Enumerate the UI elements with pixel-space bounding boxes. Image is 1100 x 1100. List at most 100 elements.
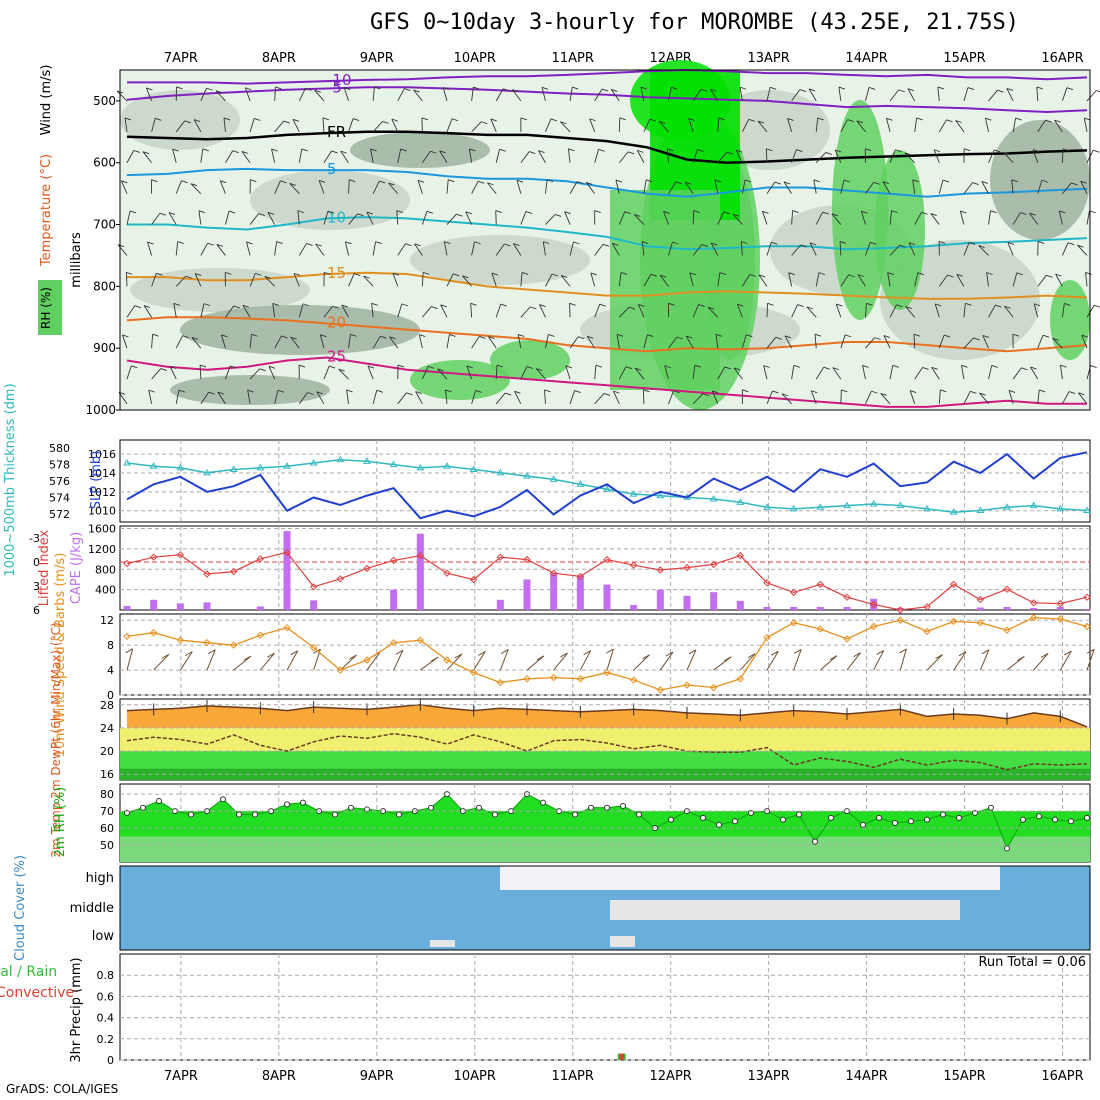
wind-barb [664, 365, 671, 369]
wind-barb [230, 365, 237, 369]
wind-barb [536, 368, 543, 371]
wind-barb [988, 89, 998, 102]
wind-barb [860, 211, 866, 225]
wind-barb [1007, 242, 1015, 245]
wind-barb [143, 305, 151, 308]
wind-barb [536, 655, 545, 661]
wind-barb [198, 210, 206, 214]
y-tick-label: 700 [93, 218, 116, 232]
wind-barb [259, 368, 266, 372]
wind-barb [289, 182, 296, 186]
wind-barb [1011, 179, 1014, 194]
wind-barb [446, 179, 449, 194]
wind-barb [840, 334, 846, 349]
wind-barb [618, 306, 630, 318]
wind-barb [823, 366, 830, 370]
wind-barb [595, 364, 603, 368]
wind-barb [710, 88, 717, 92]
axis-label: 2m RH (%) [53, 787, 68, 858]
wind-barb [822, 211, 829, 215]
wind-barb [168, 212, 176, 215]
rh-marker [476, 804, 482, 811]
wind-barb [963, 242, 970, 256]
wind-barb [594, 304, 601, 318]
wind-barb [348, 118, 354, 132]
wind-barb [125, 272, 128, 287]
rh-marker [796, 811, 802, 818]
wind-barb [1046, 274, 1053, 278]
x-tick-label-bottom: 8APR [262, 1069, 296, 1084]
wind-barb [1094, 304, 1100, 308]
thickness-marker [869, 499, 878, 507]
wind-barb [490, 118, 497, 122]
rh-region [490, 340, 570, 380]
wind-barb [349, 654, 357, 660]
wind-barb [564, 211, 571, 225]
wind-speed-marker [443, 656, 451, 664]
wind-barb [561, 275, 568, 278]
thickness-marker [1029, 501, 1038, 509]
wind-barb [530, 306, 537, 310]
rh-marker [668, 816, 674, 823]
thickness-marker [176, 463, 185, 471]
wind-barb [525, 211, 533, 214]
thickness-marker [923, 504, 931, 512]
wind-barb [988, 149, 995, 163]
wind-barb [1030, 366, 1037, 370]
wind-barb [471, 121, 482, 133]
panel-frame [119, 613, 1091, 696]
y-tick-label: 0.2 [97, 1033, 115, 1046]
wind-speed-marker [789, 619, 798, 627]
wind-barb [991, 365, 998, 368]
rh-marker [604, 804, 610, 811]
wind-barb [1008, 390, 1016, 393]
wind-barb [831, 213, 842, 225]
wind-barb [344, 241, 349, 256]
wind-barb [178, 389, 186, 393]
wind-barb [274, 335, 282, 349]
wind-barb [193, 119, 201, 123]
y-tick-label: 1000 [85, 403, 116, 417]
lifted-index-marker [736, 551, 745, 560]
wind-barb [914, 367, 923, 380]
wind-barb [742, 389, 749, 393]
wind-barb [615, 179, 623, 183]
wind-barb [555, 214, 562, 217]
wind-barb [514, 391, 522, 405]
wind-barb [956, 274, 965, 287]
wind-barb [659, 274, 667, 278]
cloud-level-label: high [86, 871, 114, 886]
cape-bar [976, 607, 984, 610]
wind-barb [421, 366, 429, 380]
wind-barb [717, 211, 725, 225]
wind-barb [1012, 117, 1017, 132]
x-tick-label-top: 7APR [164, 51, 198, 66]
wind-speed-marker [256, 631, 265, 639]
wind-barb [203, 303, 211, 307]
wind-barb [746, 334, 753, 338]
wind-barb [179, 651, 193, 671]
wind-barb [956, 273, 963, 277]
wind-barb [388, 182, 399, 194]
axis-label-left: Lifted Index [37, 529, 52, 606]
wind-barb [427, 365, 435, 369]
wind-barb [175, 180, 182, 194]
wind-barb [815, 211, 823, 225]
wind-barb [417, 180, 423, 194]
rh-marker [780, 816, 786, 823]
wind-barb [1062, 182, 1072, 194]
wind-barb [839, 241, 847, 244]
wind-barb [479, 336, 486, 339]
wind-barb [267, 652, 275, 658]
wind-barb [542, 241, 546, 256]
lifted-index-marker [496, 553, 505, 561]
wind-barb [732, 213, 740, 217]
wind-barb [156, 272, 163, 276]
wind-barb [176, 86, 183, 90]
isotherm-label: 15 [327, 264, 346, 282]
wind-barb [899, 648, 907, 671]
wind-barb [1037, 275, 1047, 287]
wind-barb [173, 303, 177, 318]
wind-barb [1067, 242, 1075, 246]
wind-barb [567, 148, 571, 163]
